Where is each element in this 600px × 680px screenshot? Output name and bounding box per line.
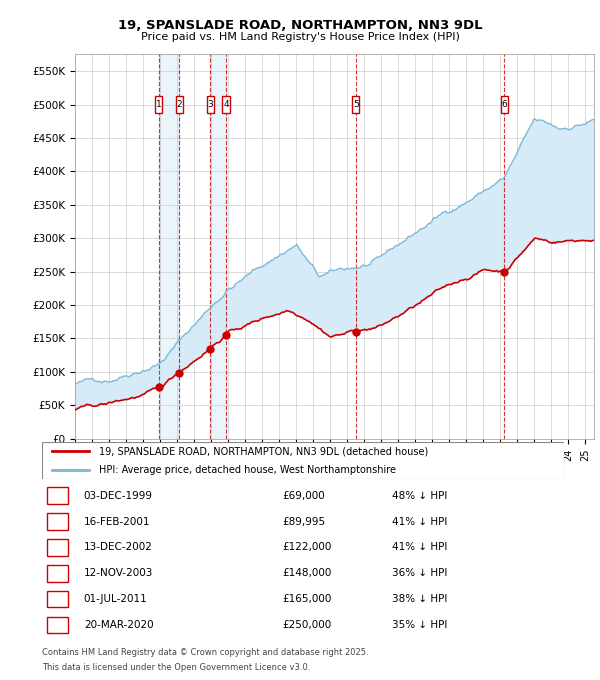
Text: 5: 5 [55,594,61,604]
Text: 41% ↓ HPI: 41% ↓ HPI [392,517,447,526]
Text: 48% ↓ HPI: 48% ↓ HPI [392,491,447,500]
Text: 19, SPANSLADE ROAD, NORTHAMPTON, NN3 9DL (detached house): 19, SPANSLADE ROAD, NORTHAMPTON, NN3 9DL… [100,446,428,456]
Text: 12-NOV-2003: 12-NOV-2003 [84,568,153,578]
Bar [159,54,179,439]
Text: 1: 1 [156,100,161,109]
Text: 20-MAR-2020: 20-MAR-2020 [84,620,154,630]
Text: 2: 2 [176,100,182,109]
Text: 01-JUL-2011: 01-JUL-2011 [84,594,148,604]
Text: £165,000: £165,000 [282,594,331,604]
Text: 5: 5 [353,100,359,109]
FancyBboxPatch shape [47,591,68,607]
Text: 19, SPANSLADE ROAD, NORTHAMPTON, NN3 9DL: 19, SPANSLADE ROAD, NORTHAMPTON, NN3 9DL [118,19,482,32]
Text: 4: 4 [55,568,61,578]
Text: 6: 6 [55,620,61,630]
Text: 6: 6 [501,100,507,109]
Text: This data is licensed under the Open Government Licence v3.0.: This data is licensed under the Open Gov… [42,663,310,672]
Text: 2: 2 [55,517,61,526]
Text: 4: 4 [223,100,229,109]
Text: £69,000: £69,000 [282,491,325,500]
FancyBboxPatch shape [47,617,68,633]
Text: 41% ↓ HPI: 41% ↓ HPI [392,543,447,552]
Text: £148,000: £148,000 [282,568,331,578]
FancyBboxPatch shape [352,96,359,113]
FancyBboxPatch shape [47,565,68,581]
Text: £122,000: £122,000 [282,543,331,552]
FancyBboxPatch shape [47,513,68,530]
Text: 35% ↓ HPI: 35% ↓ HPI [392,620,447,630]
Text: 16-FEB-2001: 16-FEB-2001 [84,517,150,526]
Bar [210,54,226,439]
Text: 3: 3 [55,543,61,552]
FancyBboxPatch shape [155,96,162,113]
Text: 13-DEC-2002: 13-DEC-2002 [84,543,152,552]
FancyBboxPatch shape [207,96,214,113]
FancyBboxPatch shape [223,96,230,113]
Text: £250,000: £250,000 [282,620,331,630]
FancyBboxPatch shape [500,96,508,113]
Text: HPI: Average price, detached house, West Northamptonshire: HPI: Average price, detached house, West… [100,465,397,475]
Text: 36% ↓ HPI: 36% ↓ HPI [392,568,447,578]
FancyBboxPatch shape [176,96,183,113]
Text: 03-DEC-1999: 03-DEC-1999 [84,491,153,500]
Text: 38% ↓ HPI: 38% ↓ HPI [392,594,447,604]
Text: 1: 1 [55,491,61,500]
FancyBboxPatch shape [47,539,68,556]
Text: £89,995: £89,995 [282,517,325,526]
FancyBboxPatch shape [47,488,68,504]
FancyBboxPatch shape [42,442,564,479]
Text: 3: 3 [208,100,213,109]
Text: Contains HM Land Registry data © Crown copyright and database right 2025.: Contains HM Land Registry data © Crown c… [42,648,368,657]
Text: Price paid vs. HM Land Registry's House Price Index (HPI): Price paid vs. HM Land Registry's House … [140,32,460,42]
